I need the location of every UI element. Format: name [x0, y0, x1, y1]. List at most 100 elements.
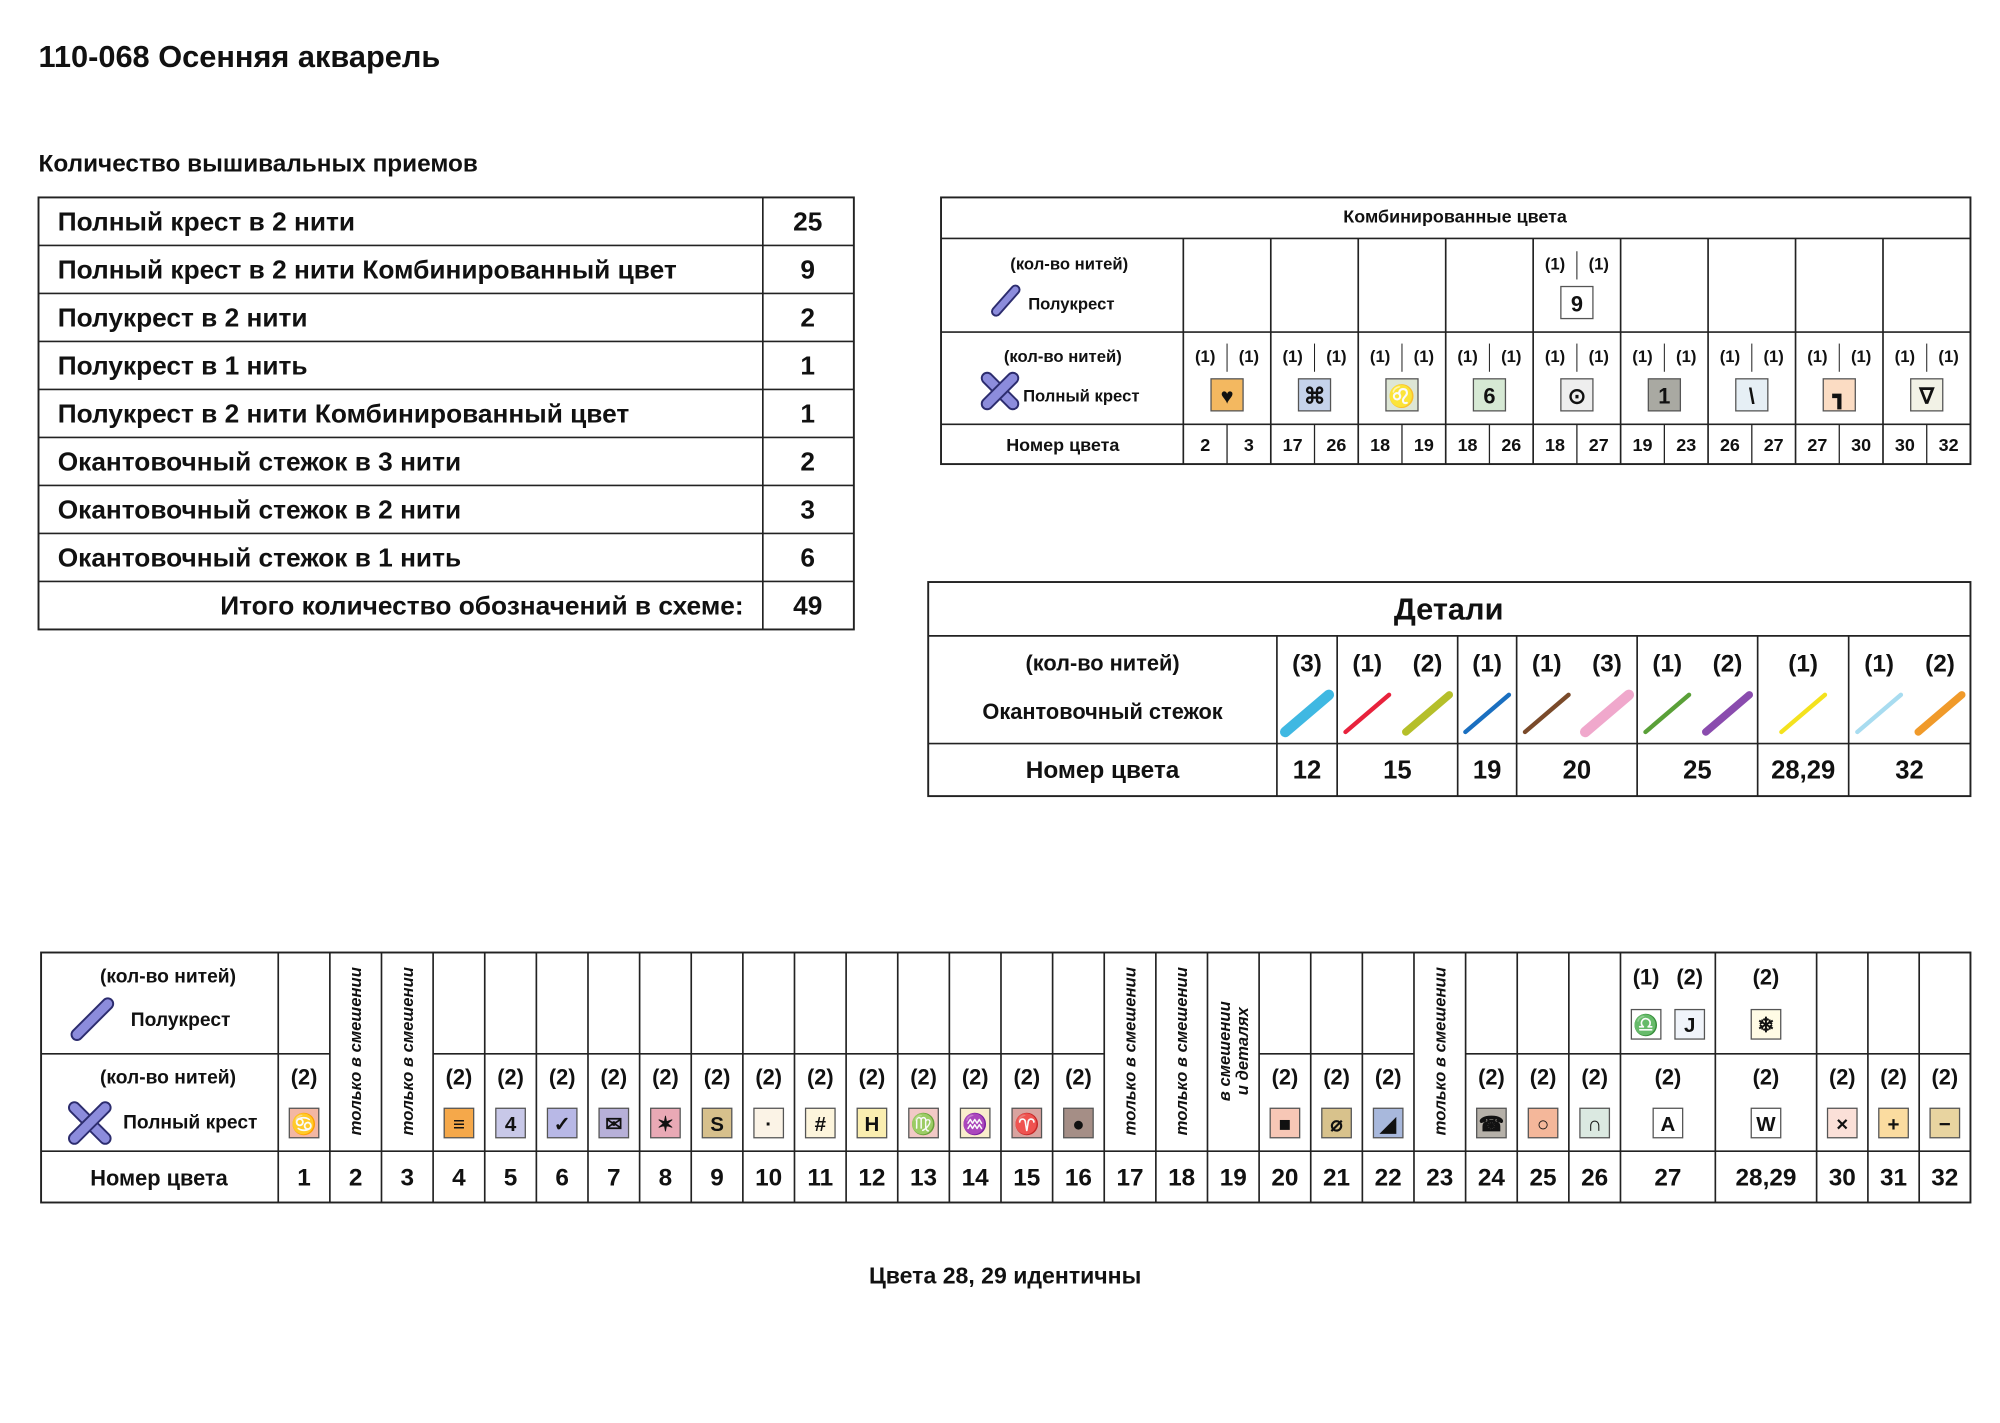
- mix-note: в смешении: [1215, 1001, 1234, 1101]
- backstitch: [1702, 691, 1754, 736]
- color-number: 32: [1895, 756, 1924, 784]
- thread-count: (1): [1370, 347, 1390, 366]
- symbol-box: [650, 1107, 681, 1139]
- color-number: 18: [1168, 1165, 1195, 1192]
- symbol-box: [1385, 378, 1419, 412]
- thread-count: (2): [1880, 1064, 1907, 1089]
- symbol-box: [1527, 1107, 1559, 1139]
- backstitch: [1779, 692, 1828, 735]
- technique-count: 3: [800, 494, 815, 524]
- thread-count: (2): [1581, 1064, 1608, 1089]
- thread-count: (2): [1413, 651, 1443, 678]
- thread-count: (1): [1720, 347, 1740, 366]
- table-border: [40, 951, 1972, 1204]
- stick-icon: [992, 286, 1019, 315]
- symbol-box: [1210, 378, 1244, 412]
- row-label: (кол-во нитей): [1004, 347, 1122, 366]
- symbol: ┓: [1832, 384, 1846, 410]
- symbol-box: [1878, 1107, 1909, 1139]
- color-number: 20: [1563, 756, 1592, 784]
- backstitch: [1522, 692, 1571, 735]
- mix-note: только в смешении: [398, 967, 417, 1135]
- technique-label: Полукрест в 2 нити: [58, 302, 308, 332]
- thread-count: (3): [1292, 651, 1322, 678]
- thread-count: (1): [1763, 347, 1783, 366]
- color-number: 4: [452, 1165, 466, 1192]
- color-number: 10: [755, 1165, 782, 1192]
- symbol-box: [1560, 285, 1594, 320]
- symbol-box: [1476, 1107, 1507, 1139]
- row-label: (кол-во нитей): [1025, 650, 1179, 675]
- symbol: ♎: [1633, 1013, 1659, 1037]
- technique-label: Окантовочный стежок в 3 нити: [58, 446, 461, 476]
- symbol-box: [804, 1107, 836, 1139]
- stick-icon: [69, 1103, 110, 1143]
- color-number: 30: [1851, 435, 1871, 455]
- backstitch: [1279, 689, 1335, 738]
- thread-count: (1): [1545, 347, 1565, 366]
- symbol-box: [1910, 378, 1944, 412]
- thread-count: (2): [1323, 1064, 1350, 1089]
- thread-count: (1): [1633, 964, 1660, 989]
- thread-count: (1): [1895, 347, 1915, 366]
- symbol-box: [959, 1107, 991, 1139]
- color-number: 19: [1220, 1165, 1247, 1192]
- color-number: 17: [1117, 1165, 1144, 1192]
- row-label: Полукрест: [131, 1010, 231, 1031]
- thread-count: (1): [1545, 255, 1565, 274]
- thread-count: (1): [1864, 651, 1894, 678]
- technique-label: Полный крест в 2 нити: [58, 206, 355, 236]
- symbol: W: [1756, 1113, 1776, 1136]
- symbol: 6: [1483, 384, 1495, 409]
- thread-count: (2): [1829, 1064, 1856, 1089]
- symbol-box: [908, 1107, 939, 1139]
- symbol: ♥: [1221, 384, 1234, 409]
- thread-count: (2): [1713, 651, 1743, 678]
- symbol: ◢: [1379, 1113, 1397, 1136]
- mix-note: только в смешении: [1121, 967, 1140, 1135]
- color-number: 19: [1473, 756, 1502, 784]
- table-border: [927, 581, 1972, 798]
- thread-count: (2): [704, 1064, 731, 1089]
- symbol-box: [856, 1107, 888, 1139]
- thread-count: (3): [1592, 651, 1622, 678]
- symbol: ∇: [1918, 384, 1935, 409]
- color-number: 28,29: [1771, 756, 1835, 784]
- color-number: 14: [962, 1165, 990, 1192]
- symbol: ♋: [291, 1112, 317, 1136]
- color-number: 27: [1654, 1165, 1681, 1192]
- thread-count: (2): [446, 1064, 473, 1089]
- thread-count: (2): [1655, 1064, 1682, 1089]
- thread-count: (1): [1326, 347, 1346, 366]
- page-title: 110-068 Осенняя акварель: [39, 39, 441, 74]
- color-number: 28,29: [1736, 1165, 1797, 1192]
- mix-note: и деталях: [1233, 1006, 1252, 1095]
- stick-icon: [982, 373, 1018, 409]
- thread-count: (1): [1532, 651, 1562, 678]
- stick-icon: [72, 999, 113, 1040]
- color-number: 8: [659, 1165, 673, 1192]
- thread-count: (2): [652, 1064, 679, 1089]
- color-number: 13: [910, 1165, 937, 1192]
- symbol-box: [1269, 1107, 1301, 1139]
- symbol: ♒: [962, 1112, 988, 1136]
- thread-count: (1): [1589, 255, 1609, 274]
- color-number: 7: [607, 1165, 621, 1192]
- thread-count: (2): [1065, 1064, 1092, 1089]
- symbol: 4: [505, 1113, 517, 1136]
- color-number: 9: [710, 1165, 724, 1192]
- thread-count: (1): [1352, 651, 1382, 678]
- color-number: 30: [1895, 435, 1915, 455]
- symbol-box: [1560, 378, 1594, 412]
- symbol: ○: [1537, 1113, 1549, 1136]
- row-label: (кол-во нитей): [1010, 255, 1128, 274]
- backstitch: [1914, 691, 1966, 736]
- color-number: 18: [1545, 435, 1565, 455]
- color-number: 24: [1478, 1165, 1506, 1192]
- table-border: [37, 196, 855, 631]
- color-number: 19: [1414, 435, 1434, 455]
- thread-count: (1): [1457, 347, 1477, 366]
- thread-count: (1): [1676, 347, 1696, 366]
- thread-count: (1): [1938, 347, 1958, 366]
- thread-count: (2): [1925, 651, 1955, 678]
